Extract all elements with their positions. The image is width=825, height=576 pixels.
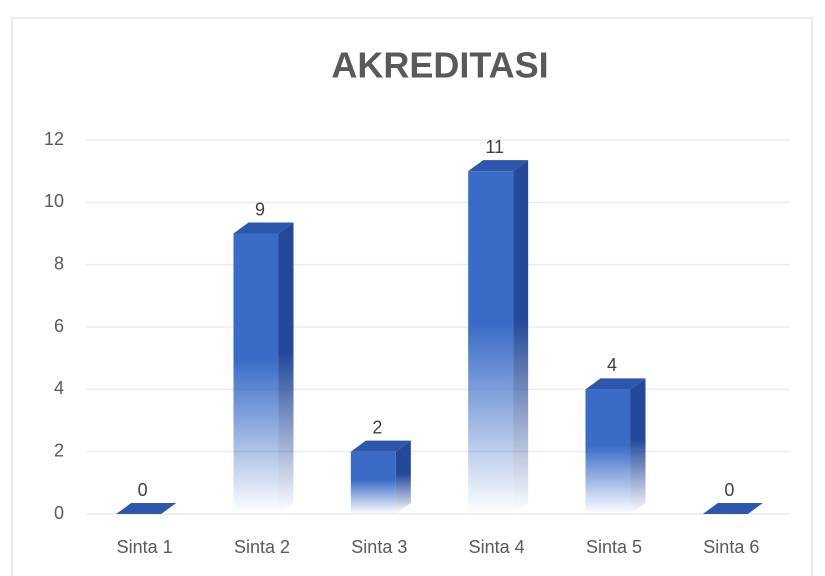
bar-top [468,160,529,172]
x-tick-label: Sinta 6 [703,537,759,557]
x-tick-label: Sinta 3 [351,537,407,557]
bar [585,389,631,514]
x-tick-label: Sinta 4 [469,537,525,557]
y-tick-label: 4 [54,378,64,398]
bar-top [350,440,411,452]
data-label: 2 [372,417,382,437]
y-tick-label: 6 [54,316,64,336]
bar [233,233,279,514]
y-tick-label: 12 [44,129,64,149]
chart-title: AKREDITASI [331,45,548,86]
chart-border [11,17,813,576]
x-tick-label: Sinta 5 [586,537,642,557]
data-label: 9 [255,199,265,219]
bar-side [630,378,646,514]
x-tick-label: Sinta 2 [234,537,290,557]
bar-side [513,160,529,514]
bar-top [116,503,177,514]
y-tick-label: 0 [54,503,64,523]
y-tick-label: 10 [44,191,64,211]
bar [468,171,514,514]
bar-side [395,440,411,514]
x-tick-label: Sinta 1 [117,537,173,557]
bar-top [702,503,763,514]
y-tick-label: 2 [54,440,64,460]
y-tick-label: 8 [54,253,64,273]
data-label: 4 [607,355,617,375]
bar-top [233,222,294,234]
data-label: 0 [138,480,148,500]
bar [350,451,396,514]
data-label: 0 [724,480,734,500]
bar-side [278,222,294,514]
bar-top [585,378,646,390]
data-label: 11 [485,137,504,157]
